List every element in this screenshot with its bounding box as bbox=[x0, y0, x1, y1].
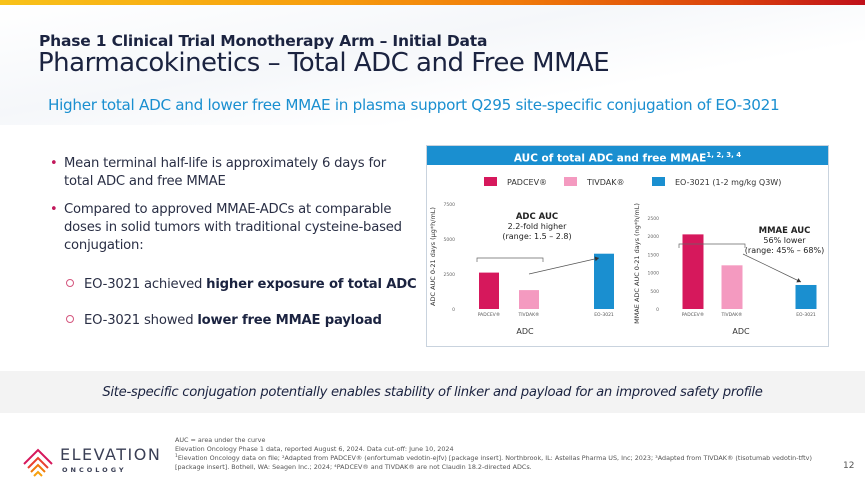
mmae-annotation-title: MMAE AUC bbox=[758, 226, 811, 236]
bullet-list: • Mean terminal half-life is approximate… bbox=[48, 155, 418, 265]
bar-eo3021 bbox=[594, 253, 614, 309]
legend-swatch bbox=[652, 177, 665, 186]
elevation-oncology-logo-icon bbox=[23, 448, 53, 477]
y-tick-label: 0 bbox=[656, 307, 659, 313]
key-message-text: Site-specific conjugation potentially en… bbox=[102, 385, 763, 400]
bullet-text: Mean terminal half-life is approximately… bbox=[64, 156, 386, 189]
bullet-dot-icon: • bbox=[50, 202, 58, 217]
key-message-band bbox=[0, 371, 865, 413]
bar-padcev bbox=[479, 272, 499, 309]
y-tick-label: 500 bbox=[650, 289, 659, 295]
slide-kicker: Phase 1 Clinical Trial Monotherapy Arm –… bbox=[39, 32, 488, 50]
arrowhead-icon bbox=[594, 256, 599, 262]
footnote-line: Elevation Oncology Phase 1 data, reporte… bbox=[175, 444, 454, 453]
ring-bullet-icon bbox=[66, 315, 74, 323]
auc-chart-panel: AUC of total ADC and free MMAE1, 2, 3, 4… bbox=[426, 145, 829, 347]
header-background bbox=[0, 5, 865, 125]
arrowhead-icon bbox=[796, 278, 801, 283]
y-tick-label: 0 bbox=[452, 307, 455, 313]
bar-tivdak bbox=[721, 265, 743, 309]
y-axis-label: ADC AUC 0-21 days (µg*h/mL) bbox=[429, 207, 437, 306]
x-tick-label: TIVDAK® bbox=[517, 311, 539, 318]
chart-panel-title-text: AUC of total ADC and free MMAE bbox=[513, 152, 707, 165]
y-tick-label: 2500 bbox=[648, 216, 660, 222]
slide-title: Pharmacokinetics – Total ADC and Free MM… bbox=[38, 48, 610, 78]
y-tick-label: 2500 bbox=[444, 272, 456, 278]
y-tick-label: 5000 bbox=[444, 237, 456, 243]
legend-item-tivdak: TIVDAK® bbox=[564, 177, 624, 188]
adc-annotation-line2: (range: 1.5 – 2.8) bbox=[502, 232, 572, 241]
slide-subtitle: Higher total ADC and lower free MMAE in … bbox=[48, 96, 780, 114]
logo-wordmark: ELEVATION bbox=[60, 445, 162, 464]
ring-bullet-icon bbox=[66, 279, 74, 287]
x-axis-label: ADC bbox=[516, 327, 534, 336]
y-tick-label: 1000 bbox=[648, 271, 660, 277]
logo-subtext: ONCOLOGY bbox=[62, 466, 127, 474]
top-accent-bar bbox=[0, 0, 865, 5]
mmae-annotation-line1: 56% lower bbox=[763, 236, 806, 245]
x-axis-label: ADC bbox=[732, 327, 750, 336]
adc-annotation-line1: 2.2-fold higher bbox=[507, 222, 567, 231]
chart-legend: PADCEV® TIVDAK® EO-3021 (1-2 mg/kg Q3W) bbox=[427, 177, 828, 191]
y-tick-label: 1500 bbox=[648, 252, 660, 258]
bullet-item: • Mean terminal half-life is approximate… bbox=[48, 155, 418, 191]
sub-bullet-bold: higher exposure of total ADC bbox=[206, 277, 417, 292]
mmae-annotation: MMAE AUC 56% lower (range: 45% – 68%) bbox=[742, 226, 827, 256]
chart-panel-title-refs: 1, 2, 3, 4 bbox=[706, 151, 742, 159]
x-tick-label: PADCEV® bbox=[478, 311, 501, 318]
sub-bullet-prefix: EO-3021 showed bbox=[84, 313, 198, 328]
sub-bullet-item: EO-3021 showed lower free MMAE payload bbox=[66, 313, 382, 328]
adc-annotation: ADC AUC 2.2-fold higher (range: 1.5 – 2.… bbox=[497, 212, 577, 242]
bullet-item: • Compared to approved MMAE-ADCs at comp… bbox=[48, 201, 418, 255]
x-tick-label: TIVDAK® bbox=[720, 311, 742, 318]
x-tick-label: EO-3021 bbox=[594, 312, 614, 318]
bullet-dot-icon: • bbox=[50, 156, 58, 171]
bar-eo3021 bbox=[795, 284, 817, 309]
footnote-line: AUC = area under the curve bbox=[175, 436, 266, 444]
x-tick-label: PADCEV® bbox=[682, 311, 705, 318]
comparator-bracket bbox=[476, 257, 544, 262]
bar-tivdak bbox=[519, 290, 539, 309]
sub-bullet-bold: lower free MMAE payload bbox=[197, 313, 382, 328]
comparator-bracket bbox=[678, 243, 746, 248]
bullet-text: Compared to approved MMAE-ADCs at compar… bbox=[64, 202, 402, 253]
y-tick-label: 2000 bbox=[648, 234, 660, 240]
comparison-arrow-line bbox=[742, 253, 802, 283]
legend-label: EO-3021 (1-2 mg/kg Q3W) bbox=[675, 178, 782, 187]
page-number: 12 bbox=[843, 461, 855, 471]
sub-bullet-item: EO-3021 achieved higher exposure of tota… bbox=[66, 277, 417, 292]
legend-label: TIVDAK® bbox=[587, 178, 625, 187]
legend-item-padcev: PADCEV® bbox=[484, 177, 547, 188]
legend-swatch bbox=[564, 177, 577, 186]
footnote-text: Elevation Oncology data on file; ²Adapte… bbox=[175, 454, 812, 471]
footnote-line: 1Elevation Oncology data on file; ²Adapt… bbox=[175, 453, 815, 471]
x-tick-label: EO-3021 bbox=[796, 312, 816, 318]
legend-swatch bbox=[484, 177, 497, 186]
footnote-ref: 1 bbox=[175, 454, 178, 460]
comparison-arrow-line bbox=[528, 257, 600, 275]
sub-bullet-prefix: EO-3021 achieved bbox=[84, 277, 207, 292]
footnotes: AUC = area under the curve Elevation Onc… bbox=[175, 436, 815, 472]
bar-padcev bbox=[682, 234, 704, 309]
y-tick-label: 7500 bbox=[444, 202, 456, 208]
chart-panel-title: AUC of total ADC and free MMAE1, 2, 3, 4 bbox=[427, 146, 828, 165]
mmae-annotation-line2: (range: 45% – 68%) bbox=[744, 246, 825, 255]
adc-annotation-title: ADC AUC bbox=[515, 212, 559, 222]
y-axis-label: MMAE ADC AUC 0-21 days (ng*h/mL) bbox=[633, 203, 641, 324]
legend-label: PADCEV® bbox=[507, 178, 548, 187]
legend-item-eo3021: EO-3021 (1-2 mg/kg Q3W) bbox=[652, 177, 781, 188]
